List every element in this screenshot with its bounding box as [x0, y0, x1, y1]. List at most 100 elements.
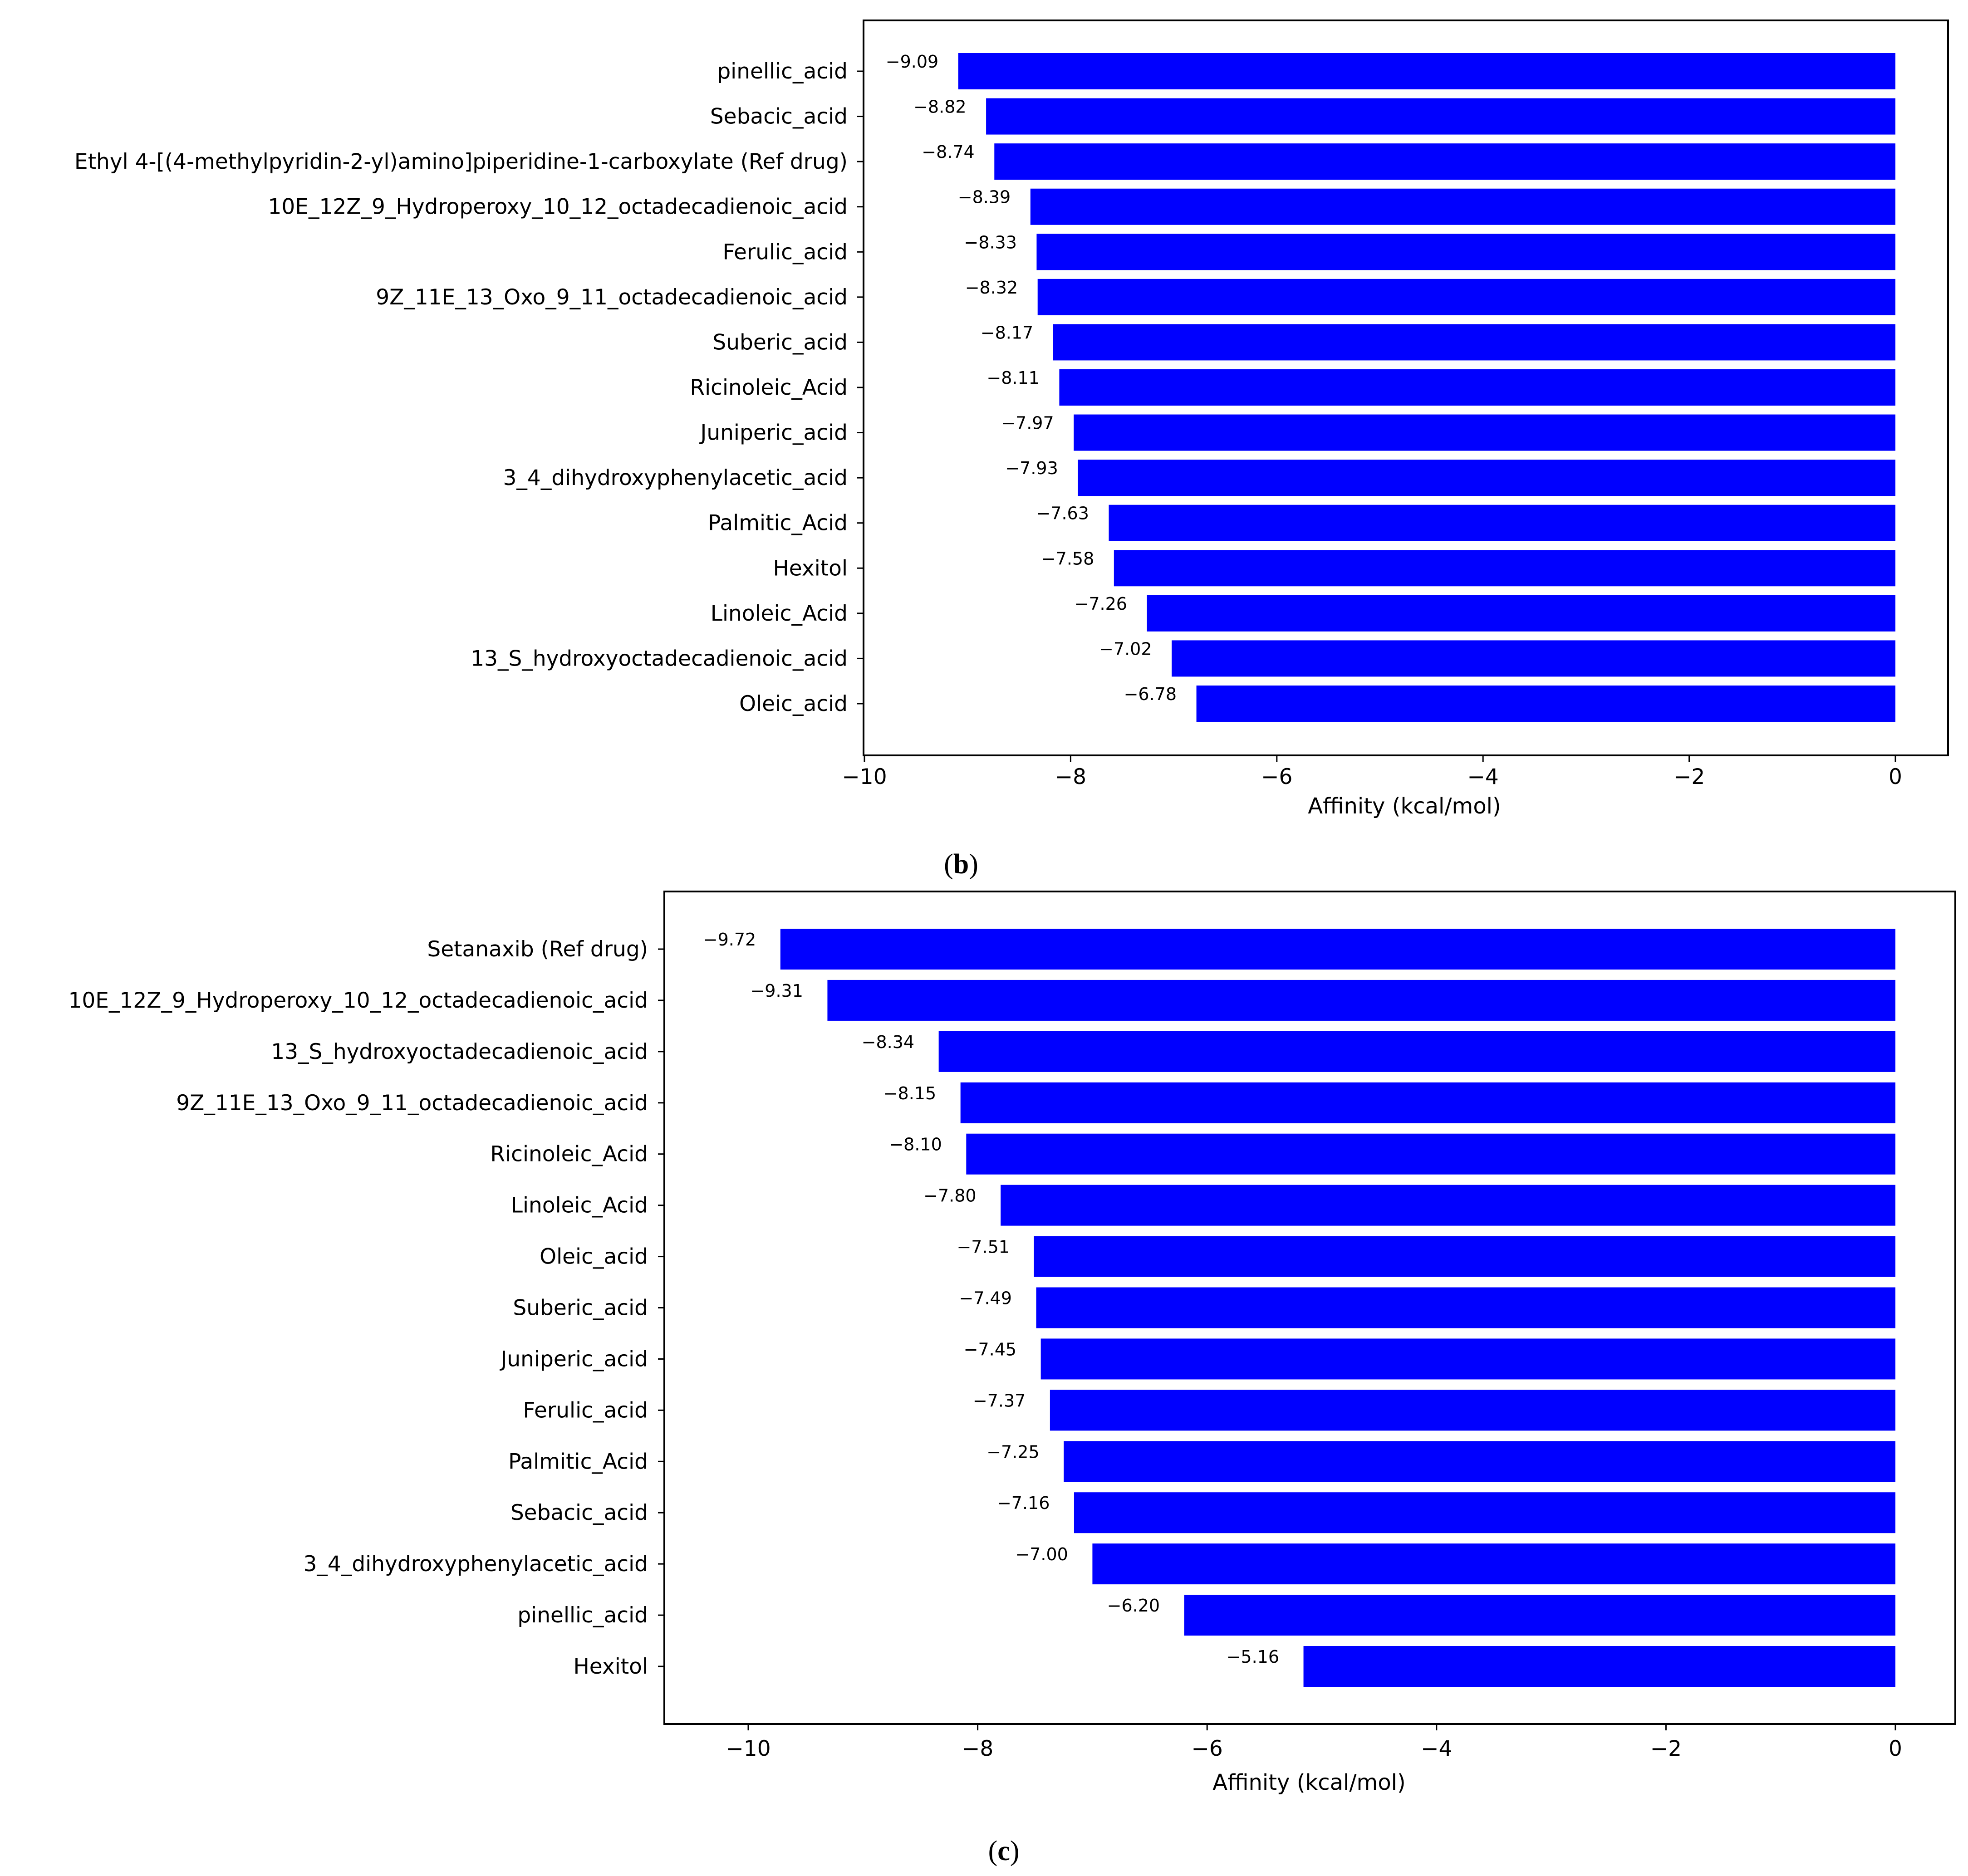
- x-axis-label-c: Affinity (kcal/mol): [1212, 1770, 1406, 1795]
- category-label-c-11: Sebacic_acid: [510, 1500, 648, 1525]
- x-tick-label-c-1: −8: [962, 1736, 993, 1761]
- value-label-c-7: −7.49: [959, 1288, 1012, 1308]
- category-label-b-7: Ricinoleic_Acid: [690, 375, 848, 400]
- value-label-c-3: −8.15: [883, 1083, 936, 1103]
- value-label-b-4: −8.33: [964, 232, 1016, 252]
- category-label-c-3: 9Z_11E_13_Oxo_9_11_octadecadienoic_acid: [176, 1091, 648, 1116]
- value-label-b-8: −7.97: [1001, 413, 1054, 433]
- category-label-c-5: Linoleic_Acid: [511, 1193, 648, 1218]
- category-label-c-6: Oleic_acid: [540, 1244, 648, 1269]
- bar-b-0: [958, 53, 1895, 89]
- value-label-b-14: −6.78: [1124, 684, 1177, 704]
- caption-b: (b): [944, 849, 978, 880]
- bar-b-12: [1147, 595, 1895, 632]
- category-label-c-10: Palmitic_Acid: [508, 1449, 648, 1474]
- x-axis-label-b: Affinity (kcal/mol): [1308, 794, 1501, 819]
- category-label-b-14: Oleic_acid: [739, 691, 848, 716]
- category-label-b-1: Sebacic_acid: [710, 104, 848, 129]
- x-tick-label-c-5: 0: [1889, 1736, 1902, 1761]
- bar-c-12: [1092, 1543, 1895, 1585]
- category-label-b-3: 10E_12Z_9_Hydroperoxy_10_12_octadecadien…: [268, 195, 848, 220]
- bar-b-14: [1196, 685, 1895, 722]
- value-label-c-11: −7.16: [997, 1493, 1050, 1513]
- bar-b-7: [1059, 369, 1895, 406]
- bar-c-10: [1064, 1441, 1895, 1482]
- category-label-b-6: Suberic_acid: [712, 330, 848, 355]
- value-label-b-0: −9.09: [886, 52, 938, 72]
- bar-c-13: [1184, 1595, 1895, 1636]
- caption-c: (c): [988, 1836, 1020, 1866]
- value-label-b-12: −7.26: [1075, 594, 1127, 614]
- bar-b-5: [1037, 279, 1895, 315]
- bar-c-0: [780, 929, 1895, 970]
- x-tick-label-b-0: −10: [842, 764, 887, 789]
- value-label-b-2: −8.74: [922, 142, 974, 162]
- x-tick-label-b-3: −4: [1467, 764, 1499, 789]
- value-label-b-10: −7.63: [1036, 504, 1089, 524]
- category-label-b-9: 3_4_dihydroxyphenylacetic_acid: [503, 465, 848, 490]
- category-label-c-9: Ferulic_acid: [523, 1398, 648, 1423]
- value-label-b-3: −8.39: [958, 187, 1011, 207]
- category-label-c-8: Juniperic_acid: [499, 1347, 648, 1371]
- category-label-b-10: Palmitic_Acid: [708, 511, 848, 536]
- value-label-c-2: −8.34: [862, 1032, 914, 1052]
- bar-b-6: [1053, 324, 1895, 361]
- chart-panel-b: −9.09 −8.82 −8.74 −8.39 −8.33 −8.32 −8.17 −8.11…: [74, 20, 1949, 880]
- value-label-b-5: −8.32: [965, 278, 1018, 298]
- category-label-c-7: Suberic_acid: [513, 1296, 648, 1321]
- value-label-c-8: −7.45: [964, 1339, 1016, 1359]
- category-label-c-0: Setanaxib (Ref drug): [427, 937, 648, 962]
- bar-b-11: [1114, 550, 1895, 587]
- caption-letter-c: c: [997, 1836, 1010, 1866]
- category-label-b-4: Ferulic_acid: [723, 240, 848, 265]
- category-label-b-11: Hexitol: [773, 556, 848, 581]
- x-tick-label-b-2: −6: [1261, 764, 1292, 789]
- bar-b-2: [994, 143, 1895, 180]
- x-tick-label-b-4: −2: [1674, 764, 1705, 789]
- category-label-c-1: 10E_12Z_9_Hydroperoxy_10_12_octadecadien…: [68, 988, 648, 1013]
- category-label-b-5: 9Z_11E_13_Oxo_9_11_octadecadienoic_acid: [376, 285, 848, 310]
- value-label-b-9: −7.93: [1005, 458, 1058, 478]
- bar-b-1: [986, 98, 1895, 135]
- category-label-c-4: Ricinoleic_Acid: [490, 1142, 648, 1167]
- category-label-c-14: Hexitol: [573, 1654, 648, 1679]
- caption-letter-b: b: [953, 849, 969, 880]
- value-label-b-6: −8.17: [981, 323, 1033, 343]
- value-label-c-10: −7.25: [986, 1442, 1039, 1462]
- value-label-c-14: −5.16: [1227, 1647, 1279, 1667]
- x-tick-label-c-3: −4: [1421, 1736, 1452, 1761]
- value-label-b-7: −8.11: [986, 368, 1039, 388]
- category-label-b-2: Ethyl 4-[(4-methylpyridin-2-yl)amino]pip…: [74, 149, 848, 174]
- category-label-c-12: 3_4_dihydroxyphenylacetic_acid: [304, 1552, 648, 1577]
- category-label-b-8: Juniperic_acid: [699, 421, 848, 446]
- value-label-c-5: −7.80: [923, 1186, 976, 1206]
- value-label-c-6: −7.51: [957, 1237, 1009, 1257]
- bar-b-4: [1036, 234, 1895, 270]
- x-tick-label-b-5: 0: [1889, 764, 1902, 789]
- value-label-b-1: −8.82: [913, 97, 966, 117]
- bar-c-4: [966, 1133, 1895, 1175]
- x-tick-label-c-2: −6: [1192, 1736, 1223, 1761]
- value-label-c-4: −8.10: [889, 1135, 942, 1155]
- bar-c-9: [1050, 1390, 1895, 1431]
- category-label-b-0: pinellic_acid: [717, 59, 848, 84]
- category-label-c-13: pinellic_acid: [517, 1603, 648, 1628]
- value-label-c-12: −7.00: [1015, 1544, 1068, 1564]
- bar-b-9: [1078, 460, 1895, 496]
- bar-c-11: [1074, 1492, 1895, 1533]
- value-label-b-11: −7.58: [1041, 549, 1094, 568]
- value-label-c-9: −7.37: [973, 1391, 1026, 1411]
- bar-c-2: [938, 1031, 1895, 1072]
- value-label-c-0: −9.72: [703, 930, 756, 950]
- bar-b-13: [1172, 640, 1895, 677]
- category-label-b-12: Linoleic_Acid: [711, 601, 848, 626]
- bar-b-3: [1030, 188, 1895, 225]
- x-tick-label-c-0: −10: [726, 1736, 771, 1761]
- bar-c-14: [1303, 1646, 1895, 1687]
- value-label-b-13: −7.02: [1099, 639, 1152, 659]
- bar-c-6: [1034, 1236, 1895, 1277]
- x-tick-label-b-1: −8: [1055, 764, 1086, 789]
- category-label-b-13: 13_S_hydroxyoctadecadienoic_acid: [471, 646, 848, 671]
- x-tick-label-c-4: −2: [1650, 1736, 1682, 1761]
- chart-panel-c: −9.72 −9.31 −8.34 −8.15 −8.10 −7.80 −7.51 −7.49…: [68, 891, 1956, 1866]
